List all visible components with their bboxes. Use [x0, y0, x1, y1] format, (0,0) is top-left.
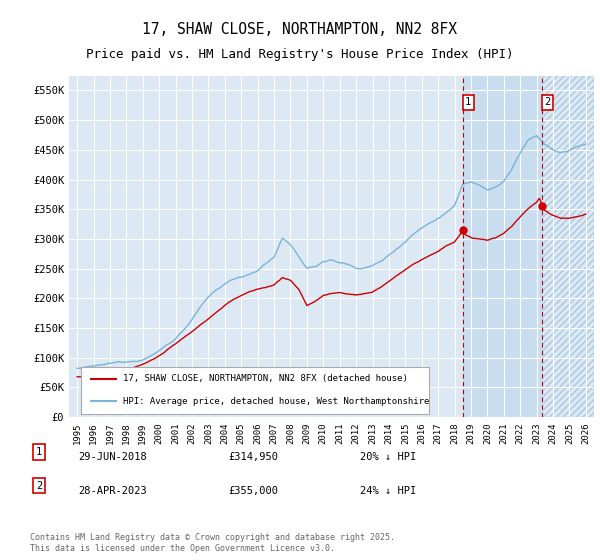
Text: 29-JUN-2018: 29-JUN-2018: [78, 452, 147, 462]
Text: 28-APR-2023: 28-APR-2023: [78, 486, 147, 496]
Text: Price paid vs. HM Land Registry's House Price Index (HPI): Price paid vs. HM Land Registry's House …: [86, 48, 514, 60]
Text: 17, SHAW CLOSE, NORTHAMPTON, NN2 8FX: 17, SHAW CLOSE, NORTHAMPTON, NN2 8FX: [143, 22, 458, 38]
Text: £355,000: £355,000: [228, 486, 278, 496]
Text: Contains HM Land Registry data © Crown copyright and database right 2025.
This d: Contains HM Land Registry data © Crown c…: [30, 533, 395, 553]
Text: 2: 2: [36, 480, 42, 491]
Text: HPI: Average price, detached house, West Northamptonshire: HPI: Average price, detached house, West…: [123, 396, 429, 405]
Text: 1: 1: [36, 447, 42, 457]
Text: £314,950: £314,950: [228, 452, 278, 462]
Bar: [463, 76, 542, 417]
Text: 17, SHAW CLOSE, NORTHAMPTON, NN2 8FX (detached house): 17, SHAW CLOSE, NORTHAMPTON, NN2 8FX (de…: [123, 374, 407, 383]
Text: 2: 2: [544, 97, 551, 108]
Text: 1: 1: [465, 97, 472, 108]
Text: 24% ↓ HPI: 24% ↓ HPI: [360, 486, 416, 496]
Text: 20% ↓ HPI: 20% ↓ HPI: [360, 452, 416, 462]
